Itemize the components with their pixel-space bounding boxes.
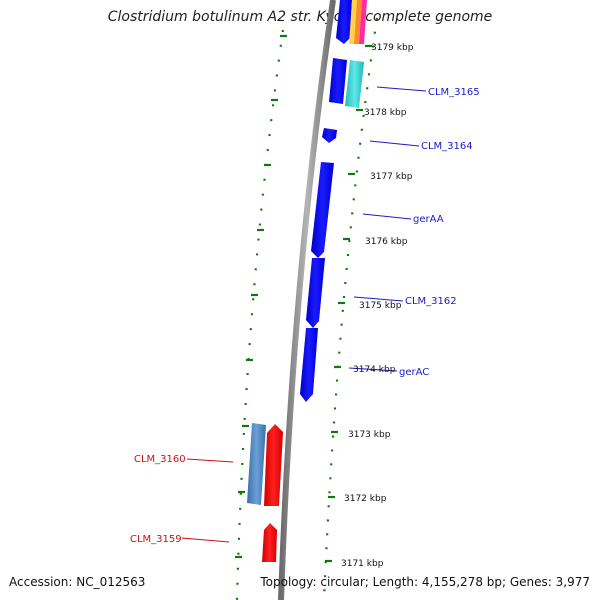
kbp-label: 3178 kbp [364,108,407,118]
kbp-label: 3177 kbp [370,172,413,182]
reverse-leader-lines [181,458,234,543]
genome-summary-label: Topology: circular; Length: 4,155,278 bp… [260,575,590,589]
gene-arrow-top [336,0,352,44]
forward-leader-lines [348,86,427,372]
kbp-label: 3175 kbp [359,301,402,311]
gene-label-clm3165[interactable]: CLM_3165 [428,87,480,98]
gene-arrow-clm3164 [322,128,337,143]
gene-arrow-gerac [300,328,318,402]
kbp-label: 3179 kbp [371,43,414,53]
gene-label-gerac[interactable]: gerAC [399,367,429,378]
accession-label: Accession: NC_012563 [9,575,146,589]
kbp-label: 3173 kbp [348,430,391,440]
forward-strand-genes [300,0,352,402]
rna-feature-stack [349,0,367,44]
gene-arrow-clm3166 [329,58,347,104]
kbp-label: 3176 kbp [365,237,408,247]
gene-arrow-gerab [306,258,325,328]
gene-label-clm3162[interactable]: CLM_3162 [405,296,457,307]
kbp-label: 3172 kbp [344,494,387,504]
inner-tick-ring [235,29,285,600]
gene-arrow-clm3159 [262,523,277,562]
kbp-label: 3171 kbp [341,559,384,569]
gene-label-group: CLM_3165 CLM_3164 gerAA CLM_3162 gerAC C… [130,87,480,545]
gene-label-clm3159[interactable]: CLM_3159 [130,534,182,545]
genome-backbone [278,0,336,600]
gene-block-clm3165-cyan [345,60,364,108]
gene-block-clm3160-steel [247,423,266,505]
kbp-label-group: 3179 kbp 3178 kbp 3177 kbp 3176 kbp 3175… [341,43,414,569]
gene-arrow-clm3161 [264,424,283,506]
outer-major-ticks [325,44,372,563]
gene-arrow-geraa [311,162,334,258]
kbp-label: 3174 kbp [353,365,396,375]
gene-label-clm3160[interactable]: CLM_3160 [134,454,186,465]
gene-label-geraa[interactable]: gerAA [413,214,444,225]
map-title: Clostridium botulinum A2 str. Kyoto, com… [107,9,493,25]
inner-major-ticks [235,34,287,559]
gene-label-clm3164[interactable]: CLM_3164 [421,141,473,152]
